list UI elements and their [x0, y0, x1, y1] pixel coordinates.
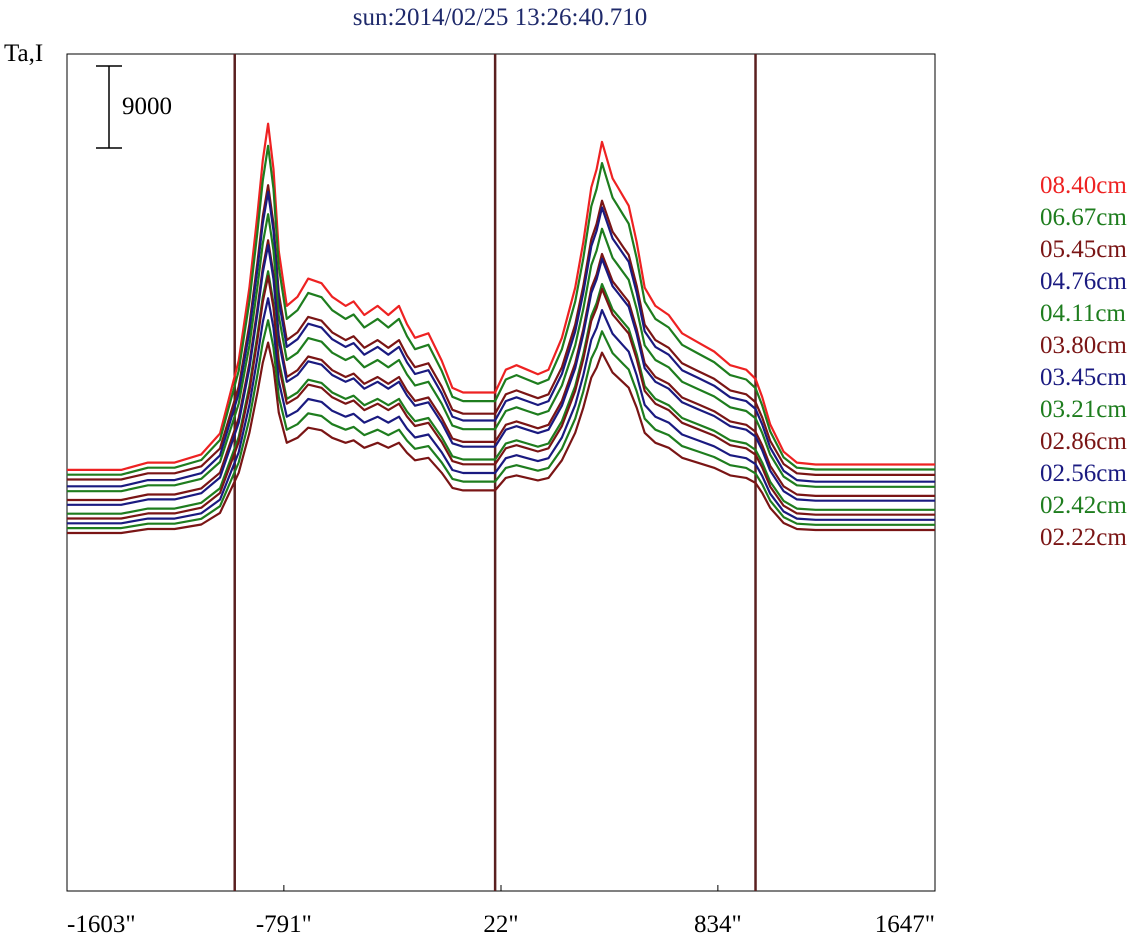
legend-item-04.76cm: 04.76cm	[1040, 268, 1127, 295]
series-line-02.86cm	[67, 275, 935, 520]
legend-item-08.40cm: 08.40cm	[1040, 172, 1127, 199]
series-line-03.45cm	[67, 244, 935, 506]
scale-bar-label: 9000	[122, 93, 172, 120]
series-line-04.11cm	[67, 213, 935, 493]
legend-item-03.80cm: 03.80cm	[1040, 332, 1127, 359]
legend-item-02.56cm: 02.56cm	[1040, 460, 1127, 487]
legend: 08.40cm 06.67cm 05.45cm 04.76cm 04.11cm 03.80…	[1040, 170, 1127, 554]
legend-item-02.22cm: 02.22cm	[1040, 524, 1127, 551]
series-line-04.76cm	[67, 190, 935, 488]
x-tick-label-1: -1603"	[67, 911, 136, 938]
legend-item-04.11cm: 04.11cm	[1040, 300, 1126, 327]
legend-item-06.67cm: 06.67cm	[1040, 204, 1127, 231]
legend-item-02.86cm: 02.86cm	[1040, 428, 1127, 455]
y-axis-label: Ta,I	[4, 40, 44, 67]
legend-item-03.45cm: 03.45cm	[1040, 364, 1127, 391]
chart-title: sun:2014/02/25 13:26:40.710	[352, 4, 648, 31]
series-line-06.67cm	[67, 144, 935, 476]
x-tick-label-3: 22"	[483, 911, 518, 938]
series-line-03.21cm	[67, 270, 935, 515]
x-tick-label-2: -791"	[256, 911, 312, 938]
series-line-08.40cm	[67, 122, 935, 471]
x-tick-label-4: 834"	[694, 911, 742, 938]
series-group	[67, 122, 935, 535]
scale-bar: 9000	[96, 65, 172, 149]
x-axis-ticks: -1603" -791" 22" 834" 1647"	[66, 885, 936, 938]
legend-item-05.45cm: 05.45cm	[1040, 236, 1127, 263]
x-tick-label-5: 1647"	[875, 911, 935, 938]
legend-item-02.42cm: 02.42cm	[1040, 492, 1127, 519]
series-line-02.42cm	[67, 319, 935, 530]
series-line-02.22cm	[67, 341, 935, 535]
legend-item-03.21cm: 03.21cm	[1040, 396, 1127, 423]
series-line-02.56cm	[67, 297, 935, 525]
